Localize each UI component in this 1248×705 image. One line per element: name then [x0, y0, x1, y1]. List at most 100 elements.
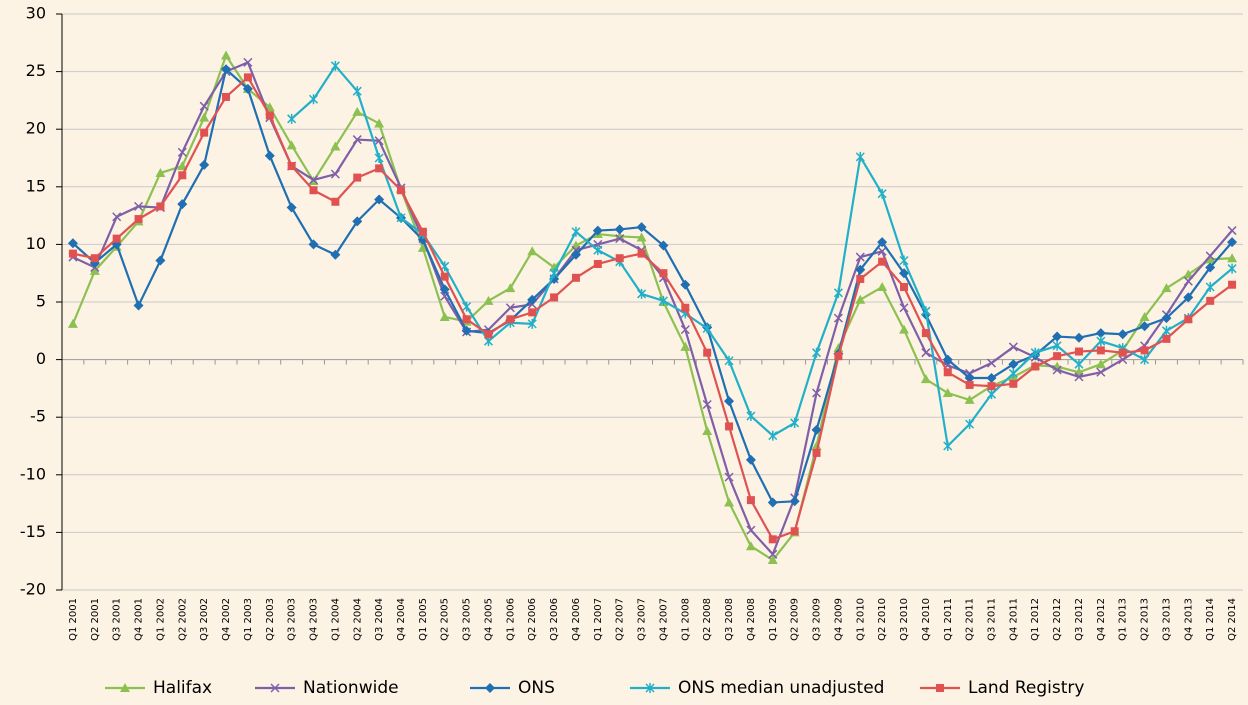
marker	[1096, 346, 1105, 355]
marker	[120, 683, 130, 692]
marker	[637, 288, 647, 299]
marker	[899, 324, 910, 334]
marker	[374, 153, 384, 163]
marker	[155, 255, 166, 266]
x-tick-label: Q1 2012	[1030, 598, 1041, 641]
marker	[330, 249, 341, 260]
marker	[1161, 313, 1172, 324]
x-tick-label: Q4 2001	[134, 598, 145, 641]
x-tick-label: Q2 2012	[1052, 598, 1063, 641]
x-tick-label: Q1 2014	[1205, 598, 1216, 641]
marker	[270, 683, 280, 693]
marker	[833, 313, 843, 323]
marker	[1095, 359, 1106, 369]
marker	[309, 186, 318, 195]
marker	[374, 194, 385, 205]
marker	[352, 86, 362, 97]
marker	[527, 294, 538, 305]
marker	[177, 147, 187, 157]
marker	[112, 234, 121, 243]
marker	[330, 60, 340, 71]
marker	[768, 549, 778, 559]
marker	[767, 497, 778, 508]
x-tick-label: Q3 2008	[724, 598, 735, 641]
marker	[899, 303, 909, 313]
x-tick-label: Q1 2008	[680, 598, 691, 641]
marker	[986, 373, 997, 384]
marker	[1008, 368, 1018, 379]
x-tick-label: Q4 2010	[921, 598, 932, 641]
marker	[593, 259, 602, 268]
x-tick-label: Q1 2007	[593, 598, 604, 641]
x-tick-label: Q2 2007	[615, 598, 626, 641]
marker	[811, 388, 822, 398]
marker	[1009, 379, 1018, 388]
x-tick-label: Q4 2012	[1096, 598, 1107, 641]
x-tick-label: Q4 2004	[396, 598, 407, 641]
legend-item: ONS median unadjusted	[630, 678, 884, 698]
x-tick-label: Q2 2009	[790, 598, 801, 641]
marker	[1095, 328, 1106, 339]
marker	[681, 303, 690, 312]
marker	[264, 150, 275, 161]
marker	[505, 283, 516, 293]
marker	[614, 224, 625, 235]
x-tick-label: Q1 2002	[155, 598, 166, 641]
x-tick-label: Q4 2003	[309, 598, 320, 641]
marker	[221, 64, 232, 75]
marker	[200, 128, 209, 137]
marker	[331, 197, 340, 206]
x-tick-label: Q3 2006	[549, 598, 560, 641]
marker	[1074, 372, 1084, 382]
marker	[1096, 336, 1106, 347]
marker	[855, 264, 866, 275]
marker	[987, 382, 996, 391]
x-tick-label: Q2 2002	[177, 598, 188, 641]
y-tick-label: -20	[20, 580, 46, 599]
marker	[417, 242, 428, 252]
marker	[614, 231, 625, 241]
marker	[942, 354, 953, 365]
marker	[1008, 359, 1019, 370]
legend-label: ONS median unadjusted	[678, 678, 884, 698]
x-tick-label: Q2 2010	[877, 598, 888, 641]
legend-item: Nationwide	[255, 678, 399, 698]
marker	[637, 249, 646, 258]
y-tick-label: 5	[36, 292, 46, 311]
marker	[1096, 367, 1106, 377]
marker	[287, 162, 296, 171]
marker	[790, 527, 799, 536]
x-tick-label: Q3 2007	[637, 598, 648, 641]
marker	[1228, 280, 1237, 289]
marker	[680, 325, 690, 335]
marker	[986, 389, 997, 400]
x-tick-label: Q1 2009	[768, 598, 779, 641]
marker	[899, 255, 909, 266]
marker	[965, 419, 975, 430]
marker	[877, 282, 888, 292]
marker	[703, 348, 712, 357]
marker	[877, 237, 888, 248]
x-tick-label: Q3 2011	[986, 598, 997, 641]
x-tick-label: Q3 2003	[287, 598, 298, 641]
marker	[1140, 354, 1150, 365]
marker	[222, 92, 231, 101]
marker	[811, 441, 822, 450]
legend-label: Nationwide	[303, 678, 399, 698]
x-tick-label: Q2 2001	[90, 598, 101, 641]
x-tick-label: Q3 2009	[812, 598, 823, 641]
marker	[645, 683, 655, 693]
marker	[1139, 311, 1150, 321]
x-tick-label: Q1 2010	[855, 598, 866, 641]
marker	[986, 358, 997, 368]
marker	[636, 222, 647, 233]
marker	[1118, 355, 1128, 365]
marker	[242, 83, 253, 94]
x-tick-label: Q3 2012	[1074, 598, 1085, 641]
marker	[746, 496, 755, 505]
legend-item: Halifax	[105, 678, 212, 698]
marker	[221, 50, 232, 60]
marker	[243, 57, 253, 67]
marker	[1227, 226, 1237, 236]
y-tick-label: -10	[20, 464, 46, 483]
